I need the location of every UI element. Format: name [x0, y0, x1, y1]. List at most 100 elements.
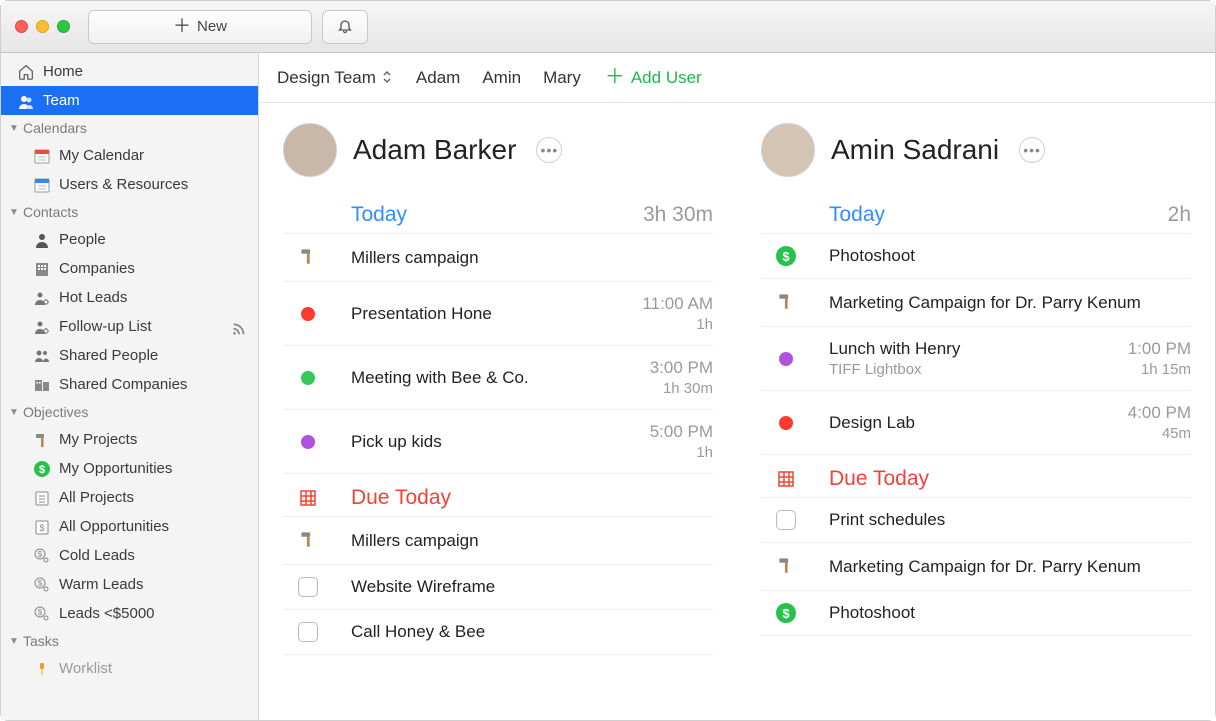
sidebar-item-leads-5000[interactable]: Leads <$5000	[1, 599, 258, 628]
agenda-row[interactable]: Marketing Campaign for Dr. Parry Kenum	[761, 279, 1191, 327]
tab-mary[interactable]: Mary	[543, 68, 581, 88]
new-button[interactable]: ＋ New	[88, 10, 312, 44]
row-title: Photoshoot	[829, 603, 1191, 623]
sidebar-group-calendars[interactable]: ▼Calendars	[1, 115, 258, 141]
row-lead	[761, 352, 811, 366]
add-user-button[interactable]: ＋ Add User	[605, 68, 702, 88]
sidebar-item-label: Team	[43, 92, 80, 109]
row-title: Marketing Campaign for Dr. Parry Kenum	[829, 557, 1191, 577]
sidebar-item-companies[interactable]: Companies	[1, 254, 258, 283]
hammer-icon	[298, 529, 318, 552]
row-body: Print schedules	[829, 510, 1191, 530]
sidebar-item-follow-up-list[interactable]: Follow-up List	[1, 312, 258, 341]
sidebar-item-team[interactable]: Team	[1, 86, 258, 115]
row-meta: 3:00 PM1h 30m	[650, 358, 713, 397]
avatar[interactable]	[761, 123, 815, 177]
building-share-icon	[33, 376, 51, 394]
due-row[interactable]: Millers campaign	[283, 517, 713, 565]
agenda-row[interactable]: $ Photoshoot	[761, 234, 1191, 279]
color-dot-icon	[301, 307, 315, 321]
sidebar-group-tasks[interactable]: ▼Tasks	[1, 628, 258, 654]
sidebar-item-all-projects[interactable]: All Projects	[1, 483, 258, 512]
agenda-row[interactable]: Lunch with HenryTIFF Lightbox1:00 PM1h 1…	[761, 327, 1191, 391]
grid-icon	[761, 470, 811, 488]
row-title: Meeting with Bee & Co.	[351, 368, 632, 388]
agenda-row[interactable]: Millers campaign	[283, 234, 713, 282]
checkbox[interactable]	[298, 577, 318, 597]
sidebar-item-cold-leads[interactable]: Cold Leads	[1, 541, 258, 570]
more-button[interactable]: •••	[1019, 137, 1045, 163]
sidebar-item-my-opportunities[interactable]: My Opportunities	[1, 454, 258, 483]
due-row[interactable]: Print schedules	[761, 498, 1191, 543]
zoom-window-button[interactable]	[57, 20, 70, 33]
sidebar-item-people[interactable]: People	[1, 225, 258, 254]
row-title: Marketing Campaign for Dr. Parry Kenum	[829, 293, 1191, 313]
row-meta: 11:00 AM1h	[642, 294, 713, 333]
people-share-icon	[33, 347, 51, 365]
calendar-blue-icon	[33, 176, 51, 194]
row-duration: 1h 30m	[663, 380, 713, 397]
agenda-row[interactable]: Meeting with Bee & Co. 3:00 PM1h 30m	[283, 346, 713, 410]
sidebar-group-objectives[interactable]: ▼Objectives	[1, 399, 258, 425]
sidebar-group-label: Contacts	[23, 204, 78, 220]
row-time: 5:00 PM	[650, 422, 713, 442]
sidebar-item-all-opportunities[interactable]: All Opportunities	[1, 512, 258, 541]
sidebar-item-shared-people[interactable]: Shared People	[1, 341, 258, 370]
color-dot-icon	[301, 371, 315, 385]
checkbox[interactable]	[298, 622, 318, 642]
user-name: Adam Barker	[353, 134, 516, 166]
sidebar-item-shared-companies[interactable]: Shared Companies	[1, 370, 258, 399]
hammer-icon	[776, 555, 796, 578]
user-header: Adam Barker •••	[283, 123, 713, 177]
row-time: 4:00 PM	[1128, 403, 1191, 423]
sidebar-group-contacts[interactable]: ▼Contacts	[1, 199, 258, 225]
agenda-row[interactable]: Pick up kids 5:00 PM 1h	[283, 410, 713, 474]
minimize-window-button[interactable]	[36, 20, 49, 33]
tab-amin[interactable]: Amin	[482, 68, 521, 88]
agenda-row[interactable]: Presentation Hone11:00 AM1h	[283, 282, 713, 346]
more-button[interactable]: •••	[536, 137, 562, 163]
sidebar-item-hot-leads[interactable]: Hot Leads	[1, 283, 258, 312]
row-duration: 1h 15m	[1141, 361, 1191, 378]
sidebar-item-label: Warm Leads	[59, 576, 143, 593]
row-lead	[283, 371, 333, 385]
row-duration: 1h	[696, 444, 713, 461]
sidebar-item-home[interactable]: Home	[1, 57, 258, 86]
sidebar-item-label: My Calendar	[59, 147, 144, 164]
avatar[interactable]	[283, 123, 337, 177]
row-body: Photoshoot	[829, 603, 1191, 623]
bell-icon	[336, 18, 354, 36]
add-user-label: Add User	[631, 68, 702, 88]
close-window-button[interactable]	[15, 20, 28, 33]
sidebar-item-users-resources[interactable]: Users & Resources	[1, 170, 258, 199]
color-dot-icon	[779, 352, 793, 366]
dollar-gear-icon	[33, 576, 51, 594]
sidebar-item-warm-leads[interactable]: Warm Leads	[1, 570, 258, 599]
dollar-gear-icon	[33, 605, 51, 623]
section-title: Today	[829, 203, 885, 227]
team-selector[interactable]: Design Team	[277, 68, 392, 88]
checkbox[interactable]	[776, 510, 796, 530]
notifications-button[interactable]	[322, 10, 368, 44]
due-row[interactable]: Marketing Campaign for Dr. Parry Kenum	[761, 543, 1191, 591]
sidebar-item-my-projects[interactable]: My Projects	[1, 425, 258, 454]
due-row[interactable]: Call Honey & Bee	[283, 610, 713, 655]
row-title: Pick up kids	[351, 432, 632, 452]
agenda-row[interactable]: Design Lab4:00 PM45m	[761, 391, 1191, 455]
tab-adam[interactable]: Adam	[416, 68, 460, 88]
row-title: Website Wireframe	[351, 577, 713, 597]
row-duration: 1h	[696, 316, 713, 333]
row-lead	[283, 307, 333, 321]
due-row[interactable]: Website Wireframe	[283, 565, 713, 610]
dollar-icon: $	[776, 246, 796, 266]
calendar-red-icon	[33, 147, 51, 165]
team-columns: Adam Barker•••Today3h 30mMillers campaig…	[259, 103, 1215, 720]
sidebar-item-my-calendar[interactable]: My Calendar	[1, 141, 258, 170]
due-row[interactable]: $Photoshoot	[761, 591, 1191, 636]
row-body: Lunch with HenryTIFF Lightbox	[829, 339, 1110, 378]
row-body: Call Honey & Bee	[351, 622, 713, 642]
row-body: Photoshoot	[829, 246, 1191, 266]
person-gear-icon	[33, 289, 51, 307]
sidebar-item-worklist[interactable]: Worklist	[1, 654, 258, 683]
row-lead	[761, 510, 811, 530]
